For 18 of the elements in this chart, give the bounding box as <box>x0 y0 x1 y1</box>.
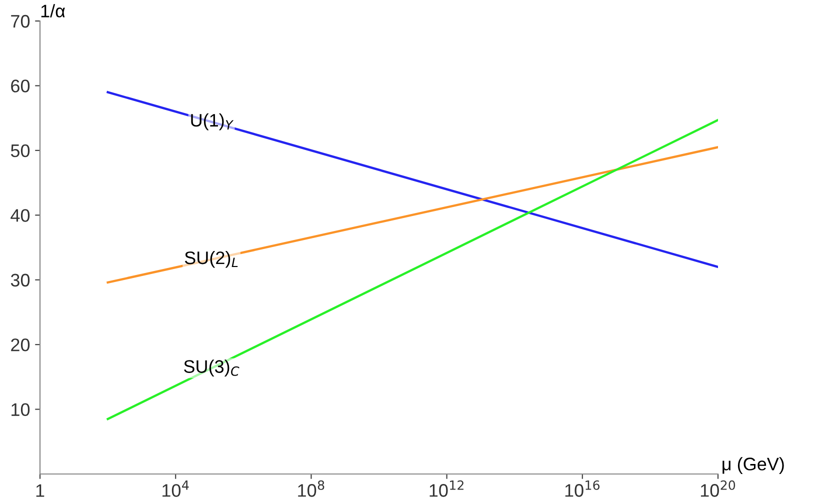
y-tick-label: 10 <box>12 403 30 416</box>
x-axis-title: μ (GeV) <box>722 457 784 474</box>
x-tick-label: 10$^{4}$ <box>162 480 189 497</box>
y-tick-label: 30 <box>10 274 30 287</box>
y-tick-label: 60 <box>11 80 30 92</box>
series-label: SU(3)$_{C}$ <box>184 360 240 377</box>
x-tick-label: 10$^{16}$ <box>565 480 600 497</box>
series-label: U(1)$_{Y}$ <box>191 113 234 130</box>
y-tick-label: 40 <box>10 209 30 222</box>
x-tick-label: 1 <box>36 484 44 497</box>
y-tick-label: 20 <box>11 338 30 352</box>
y-tick-label: 70 <box>11 14 30 28</box>
y-tick-label: 50 <box>10 144 30 158</box>
x-tick-label: 10$^{20}$ <box>700 480 736 497</box>
series-label: SU(2)$_{L}$ <box>184 250 238 268</box>
y-axis-title: 1/α <box>41 4 65 18</box>
x-tick-label: 10$^{8}$ <box>298 480 324 497</box>
x-tick-label: 10$^{12}$ <box>430 480 464 497</box>
